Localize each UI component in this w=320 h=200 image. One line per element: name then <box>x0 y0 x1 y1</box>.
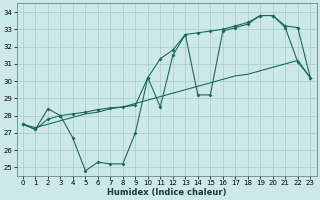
X-axis label: Humidex (Indice chaleur): Humidex (Indice chaleur) <box>107 188 226 197</box>
